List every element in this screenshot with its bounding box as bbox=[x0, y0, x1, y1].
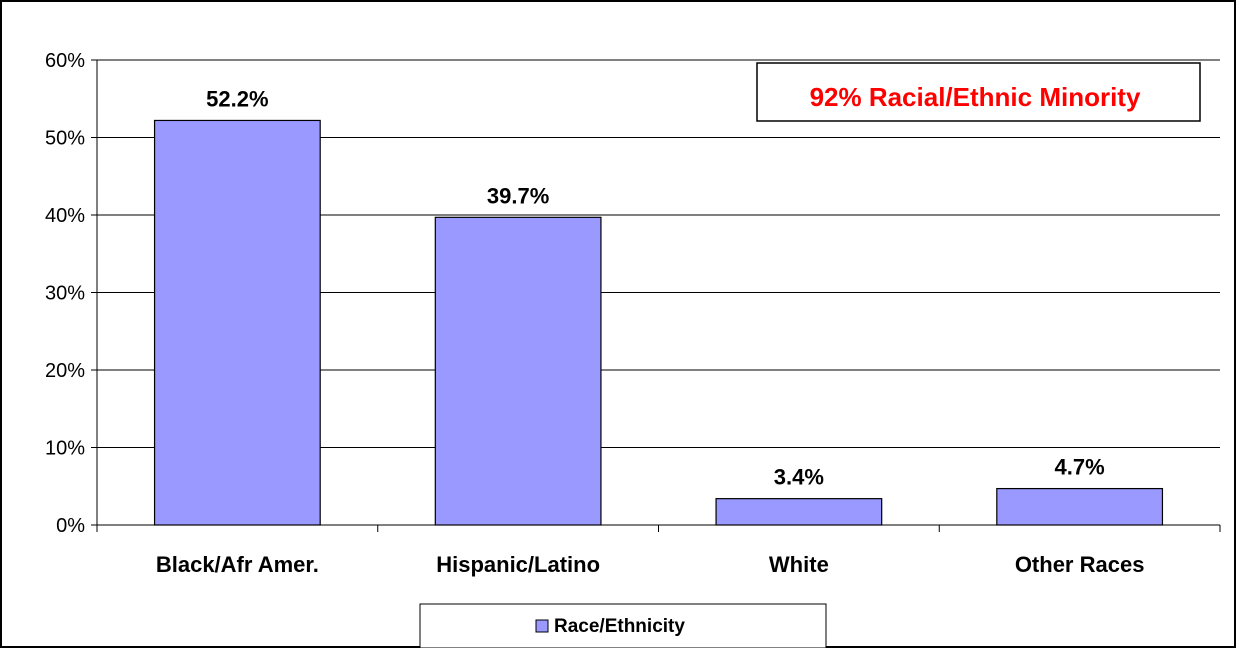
y-tick-label: 10% bbox=[45, 438, 85, 460]
x-tick-label: Hispanic/Latino bbox=[436, 552, 600, 577]
annotation-frame bbox=[756, 62, 1201, 122]
x-tick-label: Other Races bbox=[1015, 552, 1145, 577]
legend: Race/Ethnicity bbox=[419, 603, 827, 648]
data-labels: 52.2% 39.7% 3.4% 4.7% bbox=[206, 86, 1105, 489]
data-label: 52.2% bbox=[206, 86, 268, 111]
legend-frame bbox=[419, 603, 827, 648]
data-label: 39.7% bbox=[487, 183, 549, 208]
y-tick-labels: 0% 10% 20% 30% 40% 50% 60% bbox=[45, 50, 97, 537]
y-tick-label: 30% bbox=[45, 283, 85, 305]
x-tick-label: Black/Afr Amer. bbox=[156, 552, 319, 577]
bars bbox=[153, 119, 1164, 526]
annotation-text: 92% Racial/Ethnic Minority bbox=[810, 82, 1141, 112]
y-tick-label: 60% bbox=[45, 50, 85, 72]
annotation-box: 92% Racial/Ethnic Minority bbox=[756, 62, 1201, 122]
x-tick-label: White bbox=[769, 552, 829, 577]
y-tick-label: 20% bbox=[45, 360, 85, 382]
legend-label: Race/Ethnicity bbox=[554, 616, 685, 637]
data-label: 3.4% bbox=[774, 465, 824, 490]
y-tick-label: 0% bbox=[56, 515, 85, 537]
bar bbox=[153, 119, 321, 526]
legend-swatch bbox=[535, 619, 549, 633]
x-tick-labels: Black/Afr Amer. Hispanic/Latino White Other… bbox=[96, 525, 1221, 577]
bar bbox=[996, 487, 1164, 526]
bar bbox=[434, 216, 602, 526]
y-tick-label: 40% bbox=[45, 205, 85, 227]
y-tick-label: 50% bbox=[45, 128, 85, 150]
bar bbox=[715, 498, 883, 526]
data-label: 4.7% bbox=[1055, 455, 1105, 480]
